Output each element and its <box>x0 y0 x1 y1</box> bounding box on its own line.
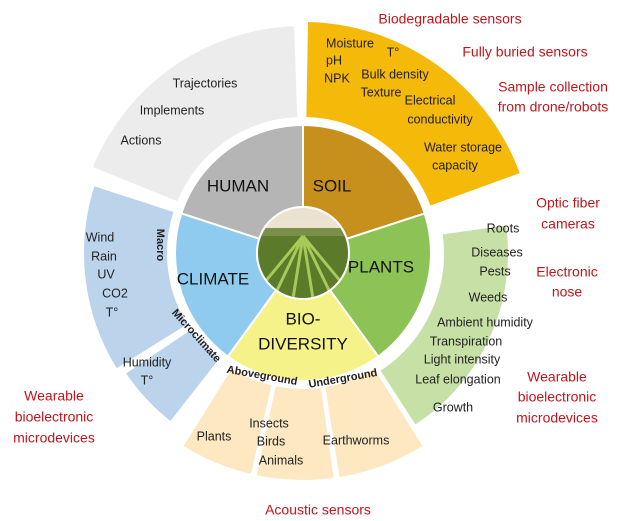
bio-item: Earthworms <box>323 433 390 447</box>
climate-item: T° <box>141 373 154 387</box>
bio-item: Plants <box>197 429 232 443</box>
annotation: Electronic <box>536 264 597 280</box>
plants-item: Weeds <box>469 290 508 304</box>
plants-item: Ambient humidity <box>437 315 534 329</box>
bio-item: Birds <box>257 434 285 448</box>
climate-item: CO2 <box>102 286 128 300</box>
climate-item: UV <box>97 267 115 281</box>
human-item: Trajectories <box>173 76 238 90</box>
annotation: Wearable <box>24 388 84 404</box>
plants-item: Roots <box>487 221 520 235</box>
climate-item: Humidity <box>123 355 172 369</box>
annotation: Fully buried sensors <box>462 44 587 60</box>
sector-label: BIO- <box>286 309 321 328</box>
annotation: Acoustic sensors <box>265 502 371 518</box>
soil-item: Moisture <box>326 36 374 50</box>
annotation: Wearable <box>527 369 587 385</box>
soil-item: conductivity <box>407 112 473 126</box>
soil-item: pH <box>326 53 342 67</box>
soil-item: Electrical <box>405 93 456 107</box>
annotation: microdevices <box>516 410 598 426</box>
sector-label: SOIL <box>313 176 352 195</box>
annotation: bioelectronic <box>15 409 94 425</box>
climate-item: T° <box>106 305 119 319</box>
annotation: microdevices <box>13 430 95 446</box>
plants-item: Pests <box>479 264 510 278</box>
bio-item: Insects <box>249 416 289 430</box>
annotation: bioelectronic <box>518 389 597 405</box>
climate-item: Wind <box>86 230 115 244</box>
sector-label: CLIMATE <box>177 269 249 288</box>
diagram: HUMAN SOIL PLANTS BIO- DIVERSITY CLIMATE Traje… <box>0 0 617 521</box>
sector-label: PLANTS <box>348 257 414 276</box>
plants-item: Growth <box>433 400 473 414</box>
plants-item: Light intensity <box>424 352 501 366</box>
soil-item: Texture <box>361 85 402 99</box>
annotation: Biodegradable sensors <box>378 11 521 27</box>
soil-item: T° <box>387 45 400 59</box>
plants-item: Transpiration <box>430 334 503 348</box>
soil-item: capacity <box>432 158 479 172</box>
annotation: nose <box>552 284 583 300</box>
soil-item: Water storage <box>424 140 502 154</box>
annotation: Optic fiber <box>536 195 600 211</box>
plants-item: Leaf elongation <box>415 372 501 386</box>
plants-item: Diseases <box>471 245 522 259</box>
annotation: Sample collection <box>498 79 608 95</box>
annotation: from drone/robots <box>498 99 609 115</box>
soil-item: Bulk density <box>361 67 429 81</box>
annotation: cameras <box>541 216 595 232</box>
macro-label: Macro <box>154 229 166 262</box>
soil-item: NPK <box>324 71 350 85</box>
sector-label: DIVERSITY <box>258 334 348 353</box>
human-item: Implements <box>140 103 205 117</box>
climate-item: Rain <box>91 249 117 263</box>
human-item: Actions <box>121 133 162 147</box>
sector-label: HUMAN <box>207 176 269 195</box>
bio-item: Animals <box>259 453 303 467</box>
